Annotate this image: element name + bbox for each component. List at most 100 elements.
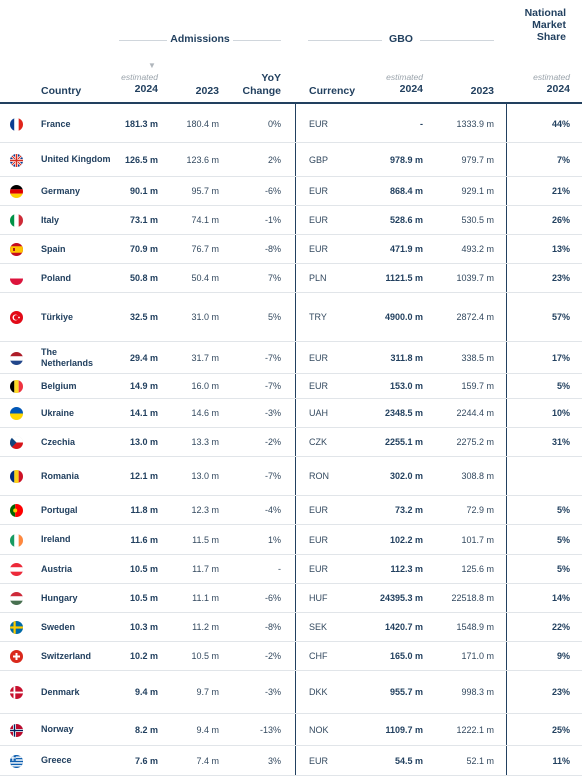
column-header-yoy-change[interactable]: YoY Change [230, 72, 281, 98]
currency-cell: HUF [309, 593, 328, 603]
country-cell: Belgium [41, 380, 77, 391]
gbo-2023-cell: 493.2 m [461, 244, 494, 254]
currency-cell: RON [309, 471, 329, 481]
gbo-2023-cell: 1548.9 m [456, 622, 494, 632]
column-header-country[interactable]: Country [41, 85, 81, 98]
currency-cell: UAH [309, 408, 329, 418]
column-header-admissions-2024[interactable]: estimated 2024 [110, 72, 158, 96]
market-share-cell: 17% [551, 352, 570, 363]
country-cell: Czechia [41, 436, 76, 447]
sort-descending-icon[interactable]: ▼ [148, 61, 156, 70]
market-share-cell: 57% [551, 312, 570, 322]
admissions-2024-cell: 13.0 m [129, 437, 158, 447]
portugal-flag-icon [10, 504, 23, 517]
currency-header-label: Currency [309, 85, 356, 97]
nms-header-line-1: National [524, 7, 566, 19]
gbo-2024-cell: 73.2 m [394, 505, 423, 515]
gbo-group-line-right [420, 40, 494, 41]
gbo-2024-cell: 311.8 m [390, 352, 423, 363]
ireland-flag-icon [10, 533, 23, 547]
market-share-cell: 21% [551, 186, 570, 196]
market-share-cell: 9% [556, 651, 570, 661]
gbo-2024-cell: 978.9 m [389, 154, 423, 165]
gbo-2024-cell: 868.4 m [389, 186, 423, 196]
country-cell: Poland [41, 272, 72, 283]
yoy-change-cell: -1% [264, 215, 281, 225]
currency-cell: CHF [309, 651, 328, 661]
gbo-2023-cell: 1039.7 m [456, 273, 494, 283]
gbo-2024-cell: 2348.5 m [384, 408, 423, 418]
table-row: Norway 8.2 m 9.4 m -13% NOK 1109.7 m 1222.1 m 2… [0, 714, 582, 746]
netherlands-flag-icon [10, 351, 23, 365]
gbo-2023-cell: 101.7 m [461, 534, 494, 545]
admissions-2024-cell: 12.1 m [129, 471, 158, 481]
year-2024-label: 2024 [399, 83, 423, 95]
currency-cell: EUR [309, 564, 329, 574]
column-divider-gbo [506, 104, 507, 776]
admissions-2023-cell: 11.1 m [192, 593, 219, 603]
country-cell: Türkiye [41, 311, 74, 322]
admissions-2023-cell: 180.4 m [186, 119, 219, 129]
yoy-change-cell: 2% [267, 154, 281, 165]
currency-cell: EUR [309, 186, 329, 196]
hungary-flag-icon [10, 592, 23, 605]
country-cell: Italy [41, 214, 60, 225]
admissions-group-line-right [233, 40, 281, 41]
yoy-change-cell: -7% [264, 352, 281, 363]
market-share-cell: 25% [551, 724, 570, 735]
currency-cell: GBP [309, 154, 329, 165]
admissions-2024-cell: 11.6 m [130, 534, 158, 545]
currency-cell: PLN [309, 273, 327, 283]
romania-flag-icon [10, 470, 23, 483]
column-header-gbo-2024[interactable]: estimated 2024 [365, 72, 423, 96]
table-row: Italy 73.1 m 74.1 m -1% EUR 528.6 m 530.5 m 26% [0, 206, 582, 235]
country-cell: United Kingdom [41, 154, 111, 164]
admissions-2024-cell: 10.2 m [129, 651, 158, 661]
country-cell: Spain [41, 243, 66, 254]
table-row: Türkiye 32.5 m 31.0 m 5% TRY 4900.0 m 2872.4 m… [0, 293, 582, 342]
ukraine-flag-icon [10, 407, 23, 420]
country-cell: Switzerland [41, 650, 92, 661]
admissions-2023-cell: 12.3 m [191, 505, 219, 515]
currency-cell: EUR [309, 119, 329, 129]
admissions-2023-cell: 123.6 m [186, 154, 219, 165]
czechia-flag-icon [10, 436, 23, 449]
country-cell: Portugal [41, 504, 78, 515]
sweden-flag-icon [10, 621, 23, 634]
country-cell: Sweden [41, 621, 76, 632]
gbo-group-line-left [308, 40, 382, 41]
yoy-change-cell: -8% [264, 244, 281, 254]
column-header-currency[interactable]: Currency [309, 85, 355, 98]
gbo-2024-cell: 955.7 m [389, 687, 423, 697]
estimated-note: estimated [386, 72, 423, 82]
spain-flag-icon [10, 243, 23, 256]
yoy-change-cell: -3% [264, 687, 281, 697]
gbo-2023-cell: 72.9 m [466, 505, 494, 515]
table-row: Portugal 11.8 m 12.3 m -4% EUR 73.2 m 72.9 m 5% [0, 496, 582, 525]
greece-flag-icon [10, 754, 23, 768]
admissions-2024-cell: 7.6 m [134, 755, 158, 766]
header-rule [0, 102, 582, 104]
country-cell: France [41, 118, 71, 129]
admissions-2024-cell: 10.3 m [129, 622, 158, 632]
table-row: Germany 90.1 m 95.7 m -6% EUR 868.4 m 929.1 m 2… [0, 177, 582, 206]
market-share-cell: 5% [556, 564, 570, 574]
column-header-market-share-2024[interactable]: estimated 2024 [512, 72, 570, 96]
yoy-change-cell: -2% [264, 437, 281, 447]
column-header-admissions-2023[interactable]: 2023 [170, 85, 219, 98]
admissions-2023-cell: 74.1 m [191, 215, 219, 225]
gbo-2023-cell: 2872.4 m [456, 312, 494, 322]
admissions-2023-cell: 10.5 m [191, 651, 219, 661]
yoy-change-cell: 3% [267, 755, 281, 766]
yoy-change-cell: -7% [264, 471, 281, 481]
gbo-2023-cell: 1222.1 m [456, 724, 494, 735]
yoy-change-cell: -8% [264, 622, 281, 632]
country-cell: Ukraine [41, 407, 75, 418]
country-header-label: Country [41, 85, 82, 97]
currency-cell: EUR [309, 505, 329, 515]
column-header-gbo-2023[interactable]: 2023 [430, 85, 494, 98]
gbo-2024-cell: 165.0 m [389, 651, 423, 661]
admissions-2024-cell: 70.9 m [129, 244, 158, 254]
currency-cell: EUR [309, 755, 329, 766]
admissions-2023-cell: 11.2 m [192, 622, 219, 632]
